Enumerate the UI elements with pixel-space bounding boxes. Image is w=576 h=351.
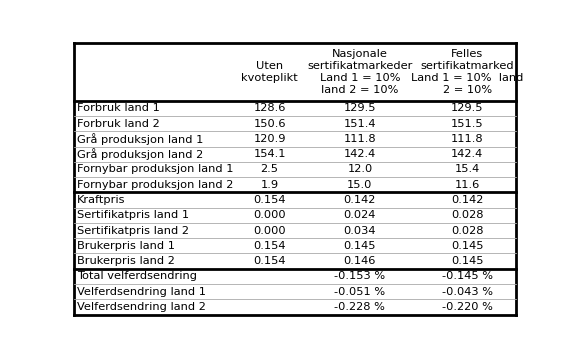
Text: Grå produksjon land 2: Grå produksjon land 2	[77, 148, 203, 160]
Text: 15.4: 15.4	[454, 165, 480, 174]
Text: 12.0: 12.0	[347, 165, 373, 174]
Text: 0.000: 0.000	[253, 210, 286, 220]
Text: 0.145: 0.145	[451, 256, 483, 266]
Text: -0.043 %: -0.043 %	[442, 287, 492, 297]
Text: 1.9: 1.9	[260, 180, 279, 190]
Text: Fornybar produksjon land 1: Fornybar produksjon land 1	[77, 165, 233, 174]
Text: 111.8: 111.8	[344, 134, 376, 144]
Text: -0.145 %: -0.145 %	[442, 271, 492, 282]
Text: -0.220 %: -0.220 %	[442, 302, 492, 312]
Text: -0.228 %: -0.228 %	[335, 302, 385, 312]
Text: Total velferdsendring: Total velferdsendring	[77, 271, 197, 282]
Text: 150.6: 150.6	[253, 119, 286, 129]
Text: 0.142: 0.142	[344, 195, 376, 205]
Text: Grå produksjon land 1: Grå produksjon land 1	[77, 133, 203, 145]
Text: 128.6: 128.6	[253, 104, 286, 113]
Text: 151.4: 151.4	[344, 119, 376, 129]
Text: -0.051 %: -0.051 %	[334, 287, 385, 297]
Text: 154.1: 154.1	[253, 149, 286, 159]
Text: Brukerpris land 2: Brukerpris land 2	[77, 256, 175, 266]
Text: 129.5: 129.5	[344, 104, 376, 113]
Text: Sertifikatpris land 1: Sertifikatpris land 1	[77, 210, 189, 220]
Text: Nasjonale
sertifikatmarkeder
Land 1 = 10%
land 2 = 10%: Nasjonale sertifikatmarkeder Land 1 = 10…	[307, 49, 412, 95]
Text: 0.142: 0.142	[451, 195, 483, 205]
Text: 0.034: 0.034	[344, 226, 376, 236]
Text: Kraftpris: Kraftpris	[77, 195, 126, 205]
Text: 151.5: 151.5	[451, 119, 483, 129]
Text: Felles
sertifikatmarked
Land 1 = 10%  land
2 = 10%: Felles sertifikatmarked Land 1 = 10% lan…	[411, 49, 523, 95]
Text: 0.028: 0.028	[451, 226, 483, 236]
Text: Velferdsendring land 2: Velferdsendring land 2	[77, 302, 206, 312]
Text: 142.4: 142.4	[344, 149, 376, 159]
Text: 0.028: 0.028	[451, 210, 483, 220]
Text: 15.0: 15.0	[347, 180, 373, 190]
Text: 0.154: 0.154	[253, 256, 286, 266]
Text: -0.153 %: -0.153 %	[334, 271, 385, 282]
Text: Sertifikatpris land 2: Sertifikatpris land 2	[77, 226, 189, 236]
Text: 0.145: 0.145	[344, 241, 376, 251]
Text: 0.154: 0.154	[253, 195, 286, 205]
Text: 111.8: 111.8	[451, 134, 483, 144]
Text: 142.4: 142.4	[451, 149, 483, 159]
Text: Brukerpris land 1: Brukerpris land 1	[77, 241, 175, 251]
Text: 2.5: 2.5	[260, 165, 279, 174]
Text: 11.6: 11.6	[454, 180, 480, 190]
Text: 0.000: 0.000	[253, 226, 286, 236]
Text: 120.9: 120.9	[253, 134, 286, 144]
Text: 0.146: 0.146	[344, 256, 376, 266]
Text: 0.145: 0.145	[451, 241, 483, 251]
Text: Forbruk land 2: Forbruk land 2	[77, 119, 160, 129]
Text: Uten
kvoteplikt: Uten kvoteplikt	[241, 61, 298, 83]
Text: Fornybar produksjon land 2: Fornybar produksjon land 2	[77, 180, 233, 190]
Text: Velferdsendring land 1: Velferdsendring land 1	[77, 287, 206, 297]
Text: 129.5: 129.5	[451, 104, 483, 113]
Text: 0.154: 0.154	[253, 241, 286, 251]
Text: 0.024: 0.024	[344, 210, 376, 220]
Text: Forbruk land 1: Forbruk land 1	[77, 104, 160, 113]
